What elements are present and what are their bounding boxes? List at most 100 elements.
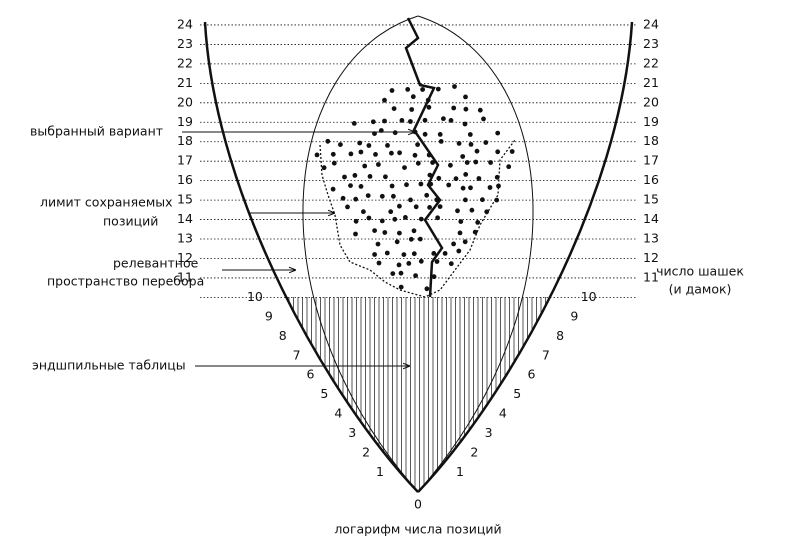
level-label: 5 — [513, 386, 521, 401]
position-dot — [483, 140, 489, 145]
inner-curve — [302, 15, 419, 493]
position-dot — [397, 203, 402, 209]
position-dot — [422, 131, 428, 137]
label: позиций — [103, 214, 158, 229]
position-dot — [495, 130, 501, 136]
level-label: 7 — [542, 347, 550, 362]
level-label: 0 — [414, 497, 422, 512]
position-dot — [494, 174, 500, 180]
position-dot — [431, 251, 437, 256]
position-dot — [456, 141, 462, 146]
position-dot — [495, 149, 501, 155]
level-label: 2 — [362, 445, 370, 460]
position-dot — [464, 160, 470, 165]
label: выбранный вариант — [30, 124, 163, 139]
position-dot — [468, 185, 473, 191]
position-dot — [325, 138, 331, 144]
position-dot — [472, 229, 478, 235]
outer-curve — [417, 21, 634, 493]
level-label: 22 — [177, 55, 193, 70]
outer-curve — [203, 21, 419, 493]
position-dot — [358, 149, 364, 155]
position-dot — [383, 174, 388, 180]
position-dot — [408, 119, 413, 124]
level-label: 19 — [643, 114, 659, 129]
position-dot — [331, 160, 337, 166]
position-dot — [348, 151, 354, 157]
position-dot — [345, 204, 350, 210]
position-dot — [424, 286, 430, 292]
position-dot — [427, 205, 432, 210]
level-label: 14 — [643, 211, 659, 226]
position-dot — [382, 118, 387, 124]
level-label: 2 — [470, 445, 478, 460]
level-label: 5 — [320, 386, 328, 401]
position-dot — [477, 107, 483, 113]
level-label: 13 — [177, 231, 193, 246]
position-dot — [361, 209, 366, 215]
level-label: 10 — [247, 289, 263, 304]
position-dot — [353, 218, 359, 224]
level-label: 13 — [643, 231, 659, 246]
level-label: 9 — [570, 308, 578, 323]
position-dot — [397, 230, 402, 236]
label: релевантное — [113, 256, 199, 271]
position-dot — [398, 284, 404, 290]
position-dot — [338, 142, 343, 148]
position-dot — [340, 195, 346, 201]
position-dot — [372, 228, 377, 234]
position-dot — [431, 274, 437, 280]
level-label: 11 — [177, 269, 193, 284]
position-dot — [351, 121, 357, 126]
position-dot — [437, 132, 443, 137]
position-dot — [456, 248, 462, 254]
position-dot — [434, 259, 440, 264]
position-dot — [415, 160, 421, 166]
position-dot — [399, 118, 405, 123]
position-dot — [365, 193, 371, 199]
position-dot — [397, 150, 402, 156]
label: эндшпильные таблицы — [32, 358, 186, 373]
position-dot — [408, 197, 413, 203]
level-label: 18 — [643, 133, 659, 148]
position-dot — [409, 107, 415, 112]
level-label: 20 — [177, 94, 193, 109]
position-dot — [401, 252, 407, 257]
position-dot — [418, 181, 424, 187]
position-dot — [353, 231, 358, 237]
chosen-path — [404, 17, 444, 298]
level-label: 21 — [177, 75, 193, 90]
level-label: 23 — [177, 36, 193, 51]
position-dot — [463, 197, 468, 203]
position-dot — [422, 117, 428, 123]
position-dot — [435, 86, 441, 92]
level-label: 11 — [643, 269, 659, 284]
position-dot — [348, 183, 353, 189]
position-dot — [376, 260, 382, 266]
position-dot — [396, 262, 402, 268]
position-dot — [330, 186, 336, 192]
position-dot — [484, 209, 490, 215]
position-dot — [467, 132, 473, 137]
level-label: 15 — [643, 192, 659, 207]
position-dot — [462, 121, 468, 127]
level-label: 4 — [499, 406, 507, 421]
level-label: 3 — [485, 425, 493, 440]
position-dot — [441, 116, 446, 122]
position-dot — [418, 258, 424, 264]
label: лимит сохраняемых — [40, 195, 173, 210]
position-dot — [390, 271, 396, 276]
position-dot — [463, 172, 469, 177]
position-dot — [353, 196, 359, 202]
position-dot — [389, 150, 394, 156]
level-label: 8 — [556, 328, 564, 343]
position-dot — [468, 142, 474, 147]
position-dot — [367, 174, 373, 179]
position-dot — [412, 152, 418, 158]
position-dot — [321, 165, 327, 171]
position-dot — [430, 160, 435, 165]
position-dot — [448, 118, 454, 123]
position-dot — [379, 193, 385, 199]
